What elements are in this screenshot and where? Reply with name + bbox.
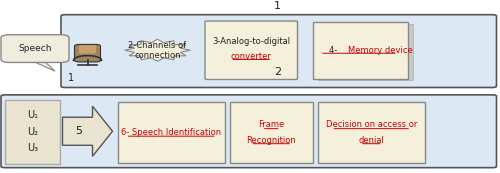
- Text: Speech: Speech: [18, 44, 52, 53]
- Text: 4-: 4-: [329, 46, 340, 55]
- FancyBboxPatch shape: [318, 24, 412, 80]
- FancyBboxPatch shape: [1, 35, 69, 62]
- Text: Frame: Frame: [258, 120, 284, 129]
- Text: Recognition: Recognition: [246, 135, 296, 144]
- Text: converter: converter: [231, 52, 272, 61]
- FancyBboxPatch shape: [318, 102, 425, 163]
- FancyBboxPatch shape: [79, 45, 96, 54]
- Polygon shape: [32, 60, 55, 71]
- Text: 5: 5: [75, 126, 82, 136]
- FancyBboxPatch shape: [230, 102, 312, 163]
- Text: 3-Analog-to-digital: 3-Analog-to-digital: [212, 37, 290, 46]
- FancyBboxPatch shape: [5, 99, 60, 164]
- Polygon shape: [124, 39, 190, 61]
- FancyBboxPatch shape: [205, 21, 298, 79]
- Text: Memory device: Memory device: [348, 46, 412, 55]
- Text: Decision on access or: Decision on access or: [326, 120, 417, 129]
- FancyBboxPatch shape: [74, 44, 101, 62]
- FancyBboxPatch shape: [118, 102, 225, 163]
- Text: U₃: U₃: [27, 143, 38, 153]
- Text: 6- Speech Identification: 6- Speech Identification: [121, 128, 222, 137]
- FancyBboxPatch shape: [312, 22, 408, 79]
- FancyBboxPatch shape: [1, 95, 496, 168]
- Text: denial: denial: [358, 135, 384, 144]
- FancyBboxPatch shape: [61, 15, 496, 88]
- Text: 1: 1: [274, 1, 281, 11]
- Text: U₁: U₁: [27, 110, 38, 120]
- Text: 2: 2: [274, 67, 281, 77]
- Text: 2-Channels of
connection: 2-Channels of connection: [128, 40, 186, 60]
- Text: U₂: U₂: [27, 127, 38, 137]
- Text: 1: 1: [68, 73, 73, 83]
- Polygon shape: [62, 106, 112, 156]
